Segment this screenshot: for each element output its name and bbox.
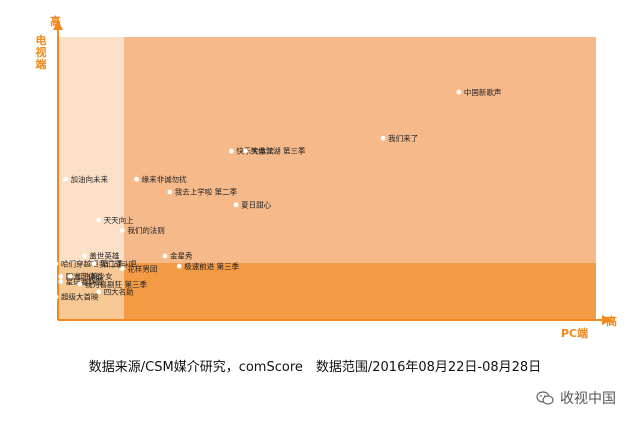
data-source-note: 数据来源/CSM媒介研究，comScore 数据范围/2016年08月22日-0… [88,360,542,375]
data-point-label-12: 我们战斗吧 [99,258,137,268]
data-point-label-16: 阳光艺体能 [66,271,104,281]
data-point-1 [380,135,386,141]
x-axis-high-label: 高 [606,314,617,328]
data-point-label-6: 我去上学啦 第二季 [175,187,238,197]
data-point-label-4: 加油向未来 [71,174,109,184]
data-point-11 [53,261,59,267]
data-point-label-14: 花样男团 [127,264,157,274]
data-point-label-3: 笑傲江湖 第三季 [251,146,306,156]
region-main [58,37,596,263]
background-regions [58,37,596,320]
y-axis-name: 电视端 [36,33,47,71]
data-point-21 [53,294,59,300]
data-point-20 [96,289,102,295]
data-point-14 [120,266,125,272]
data-point-label-15: 极速前进 第三季 [184,261,239,271]
data-point-label-9: 我们的法则 [127,225,164,235]
data-point-label-21: 超级大首映 [61,292,99,302]
data-point-8 [96,217,102,223]
axes: 高 电视端 PC端 高 [36,14,618,340]
data-point-4 [63,176,68,182]
region-bottom-band [58,263,596,320]
y-axis-high-label: 高 [50,14,61,28]
region-corner [58,263,124,320]
data-point-label-18: 星球者联盟 [66,276,104,286]
data-point-12 [91,261,97,267]
data-point-label-17: 加油美少女 [75,271,113,281]
data-point-2 [229,148,234,154]
data-point-label-13: 金星秀 [170,251,193,261]
data-point-13 [162,253,168,259]
data-point-label-19: 我为喜剧狂 第三季 [85,279,148,289]
x-axis-arrow [602,315,612,325]
x-axis-name: PC端 [561,326,588,340]
data-point-16 [58,274,64,279]
data-point-label-1: 我们来了 [388,133,418,143]
data-point-9 [120,228,125,233]
data-point-6 [167,189,173,195]
data-point-19 [77,281,83,287]
data-point-0 [456,89,462,95]
data-point-18 [58,279,64,284]
data-point-label-10: 盖世英雄 [89,251,119,261]
data-point-7 [233,202,239,208]
data-point-label-7: 夏日甜心 [241,200,271,210]
data-point-5 [134,176,140,182]
data-point-label-0: 中国新歌声 [464,87,502,97]
data-point-3 [243,148,249,154]
region-left-column [58,37,124,263]
y-axis-arrow [53,20,63,30]
data-point-label-20: 四大名助 [104,287,134,297]
watermark: 收视中国 [536,388,616,408]
data-point-label-8: 天天向上 [104,215,134,225]
data-point-10 [82,253,87,259]
data-point-label-5: 缘来非诚勿扰 [142,174,187,184]
data-point-15 [176,263,182,269]
data-point-label-2: 快乐大本营 [236,146,274,156]
data-point-17 [67,274,73,279]
watermark-text: 收视中国 [560,391,616,407]
wechat-icon [536,391,554,405]
